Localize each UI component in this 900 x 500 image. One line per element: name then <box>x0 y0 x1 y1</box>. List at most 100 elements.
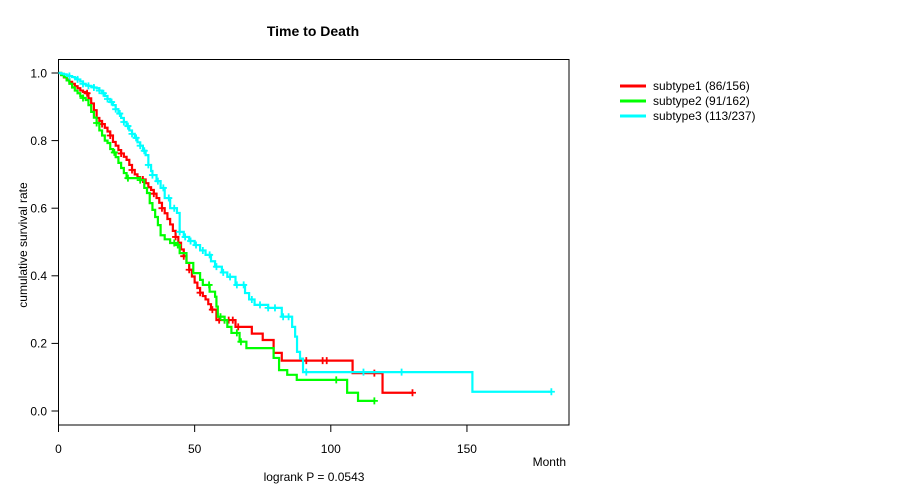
censor-mark <box>104 95 112 103</box>
censor-mark <box>185 266 193 274</box>
censor-mark <box>217 313 225 321</box>
censor-mark <box>208 306 216 314</box>
censor-mark <box>165 194 173 202</box>
censor-mark <box>93 119 101 127</box>
legend-label: subtype2 (91/162) <box>653 94 750 108</box>
censor-mark <box>233 329 241 337</box>
censor-mark <box>271 304 279 312</box>
legend-label: subtype1 (86/156) <box>653 79 750 93</box>
censor-mark <box>237 338 245 346</box>
censor-mark <box>95 87 103 95</box>
legend-item-subtype2: subtype2 (91/162) <box>620 94 750 108</box>
censor-mark <box>90 84 98 92</box>
legend-item-subtype3: subtype3 (113/237) <box>620 109 756 123</box>
censor-mark <box>124 122 132 130</box>
censor-mark <box>219 268 227 276</box>
plot-box <box>58 59 570 426</box>
censor-mark <box>116 110 124 118</box>
survival-curve-subtype2 <box>58 71 378 405</box>
y-axis: 1.0 0.8 0.6 0.4 0.2 0.0 <box>30 66 59 418</box>
censor-mark <box>233 281 241 289</box>
censor-mark <box>154 177 162 185</box>
censor-mark <box>65 72 73 80</box>
censor-mark <box>229 316 237 324</box>
censor-mark <box>547 388 555 396</box>
censor-mark <box>285 313 293 321</box>
censor-mark <box>124 174 132 182</box>
survival-curves <box>58 71 555 405</box>
step-line-subtype1 <box>58 71 413 394</box>
censor-mark <box>332 376 340 384</box>
chart-title: Time to Death <box>267 23 359 39</box>
censor-mark <box>234 323 242 331</box>
censor-mark <box>181 233 189 241</box>
x-axis-label: Month <box>533 455 566 469</box>
censor-mark <box>226 273 234 281</box>
censor-mark <box>192 241 200 249</box>
censor-mark <box>99 89 107 97</box>
censor-mark <box>370 397 378 405</box>
censor-mark <box>144 161 152 169</box>
censor-mark <box>196 289 204 297</box>
censor-mark <box>408 389 416 397</box>
censor-mark <box>148 171 156 179</box>
censor-mark <box>136 142 144 150</box>
y-axis-label: cumulative survival rate <box>16 182 30 308</box>
censor-mark <box>74 75 82 83</box>
censor-mark <box>221 316 229 324</box>
censor-mark <box>240 281 248 289</box>
censor-mark <box>158 204 166 212</box>
y-tick-label: 0.0 <box>30 404 47 418</box>
step-line-subtype2 <box>58 71 375 402</box>
survival-curve-subtype3 <box>58 71 555 396</box>
censor-mark <box>176 228 184 236</box>
censor-mark <box>128 166 136 174</box>
censor-mark <box>108 98 116 106</box>
censor-mark <box>140 147 148 155</box>
censor-mark <box>112 105 120 113</box>
censor-mark <box>136 176 144 184</box>
censor-mark <box>174 241 182 249</box>
censor-mark <box>128 130 136 138</box>
y-tick-label: 0.8 <box>30 134 47 148</box>
censor-mark <box>170 204 178 212</box>
censor-mark <box>84 82 92 90</box>
censor-mark <box>106 132 114 140</box>
y-tick-label: 0.6 <box>30 202 47 216</box>
censor-mark <box>248 295 256 303</box>
logrank-annotation: logrank P = 0.0543 <box>264 470 365 484</box>
censor-mark <box>159 184 167 192</box>
y-tick-label: 0.2 <box>30 337 47 351</box>
legend-item-subtype1: subtype1 (86/156) <box>620 79 750 93</box>
censor-mark <box>264 304 272 312</box>
y-tick-label: 1.0 <box>30 66 47 80</box>
censor-mark <box>120 118 128 126</box>
censor-mark <box>205 281 213 289</box>
censor-mark <box>398 368 406 376</box>
step-line-subtype3 <box>58 71 552 393</box>
x-tick-label: 100 <box>321 442 341 456</box>
x-tick-label: 150 <box>457 442 477 456</box>
censor-mark <box>206 251 214 259</box>
x-tick-label: 50 <box>188 442 202 456</box>
censor-mark <box>117 149 125 157</box>
censor-mark <box>83 89 91 97</box>
censor-mark <box>199 246 207 254</box>
censor-mark <box>79 80 87 88</box>
y-tick-label: 0.4 <box>30 269 47 283</box>
legend: subtype1 (86/156)subtype2 (91/162)subtyp… <box>620 79 756 123</box>
censor-mark <box>323 357 331 365</box>
censor-mark <box>132 134 140 142</box>
survival-curve-subtype1 <box>58 71 416 397</box>
censor-mark <box>187 237 195 245</box>
censor-mark <box>302 368 310 376</box>
x-tick-label: 0 <box>55 442 62 456</box>
censor-mark <box>150 190 158 198</box>
censor-mark <box>359 368 367 376</box>
legend-label: subtype3 (113/237) <box>653 109 756 123</box>
censor-mark <box>172 233 180 241</box>
censor-mark <box>212 263 220 271</box>
censor-mark <box>79 94 87 102</box>
